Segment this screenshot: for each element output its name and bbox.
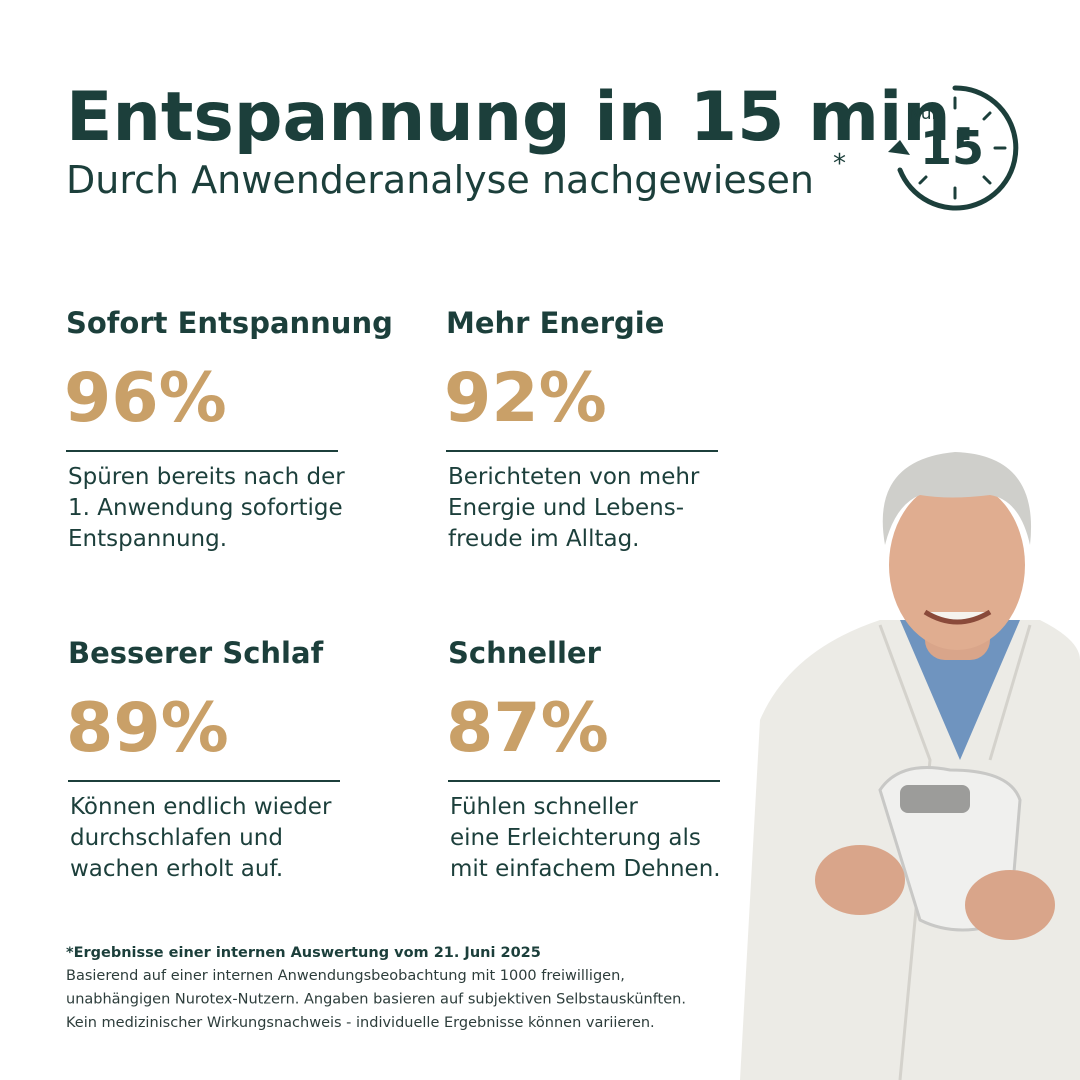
stat-description: Können endlich wieder bbox=[70, 794, 332, 820]
badge-label: Nur bbox=[908, 104, 938, 124]
footnote-marker: * bbox=[833, 149, 846, 179]
stat-description: 1. Anwendung sofortige bbox=[68, 495, 343, 521]
stat-description: mit einfachem Dehnen. bbox=[450, 856, 721, 882]
stat-description: freude im Alltag. bbox=[448, 526, 639, 552]
stat-description: Berichteten von mehr bbox=[448, 464, 700, 490]
footnote: *Ergebnisse einer internen Auswertung vo… bbox=[66, 945, 686, 1031]
footnote-line: Kein medizinischer Wirkungsnachweis - in… bbox=[66, 1015, 655, 1031]
device-pads bbox=[900, 785, 970, 813]
smile bbox=[923, 609, 992, 625]
coat-lapel bbox=[878, 624, 1032, 1080]
clock-ticks bbox=[918, 96, 1007, 200]
hand-left bbox=[815, 845, 905, 915]
stat-description: Energie und Lebens- bbox=[448, 495, 684, 521]
stat-description: Fühlen schneller bbox=[450, 794, 638, 820]
stat-value: 89% bbox=[66, 689, 229, 768]
footnote-line: Basierend auf einer internen Anwendungsb… bbox=[66, 968, 625, 984]
stat-card: Sofort Entspannung 96% Spüren bereits nach… bbox=[64, 306, 393, 552]
stats: Sofort Entspannung 96% Spüren bereits nach… bbox=[64, 306, 721, 882]
hair bbox=[882, 452, 1032, 545]
clock-arc bbox=[897, 85, 1019, 211]
stat-card: Besserer Schlaf 89% Können endlich wieder d… bbox=[66, 636, 340, 882]
clock-badge: Nur 15 bbox=[888, 85, 1019, 211]
title: Entspannung in 15 min. bbox=[66, 78, 977, 157]
footnote-title: *Ergebnisse einer internen Auswertung vo… bbox=[66, 945, 541, 961]
stat-description: wachen erholt auf. bbox=[70, 856, 283, 882]
stat-value: 92% bbox=[444, 359, 607, 438]
stat-description: eine Erleichterung als bbox=[450, 825, 701, 851]
stat-heading: Sofort Entspannung bbox=[66, 306, 393, 340]
stat-description: durchschlafen und bbox=[70, 825, 283, 851]
hand-right bbox=[965, 870, 1055, 940]
stat-description: Spüren bereits nach der bbox=[68, 464, 345, 490]
badge-number: 15 bbox=[920, 121, 984, 175]
stat-card: Schneller 87% Fühlen schneller eine Erleich… bbox=[446, 636, 721, 882]
stat-heading: Besserer Schlaf bbox=[68, 636, 324, 670]
face bbox=[889, 480, 1025, 650]
stat-value: 96% bbox=[64, 359, 227, 438]
shirt bbox=[900, 620, 1020, 760]
subtitle: Durch Anwenderanalyse nachgewiesen bbox=[66, 158, 814, 202]
stat-heading: Mehr Energie bbox=[446, 306, 664, 340]
stat-value: 87% bbox=[446, 689, 609, 768]
stat-heading: Schneller bbox=[448, 636, 602, 670]
footnote-line: unabhängigen Nurotex-Nutzern. Angaben ba… bbox=[66, 992, 686, 1008]
clock-arrow bbox=[888, 140, 910, 155]
stat-card: Mehr Energie 92% Berichteten von mehr Energ… bbox=[444, 306, 718, 552]
person-illustration bbox=[740, 452, 1080, 1080]
stat-description: Entspannung. bbox=[68, 526, 227, 552]
